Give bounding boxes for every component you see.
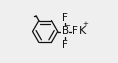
Text: B: B bbox=[62, 27, 69, 36]
Text: −: − bbox=[64, 23, 70, 29]
Text: F: F bbox=[62, 13, 68, 23]
Text: F: F bbox=[62, 40, 68, 50]
Text: +: + bbox=[82, 21, 88, 27]
Text: F: F bbox=[72, 27, 78, 36]
Text: K: K bbox=[79, 27, 87, 36]
